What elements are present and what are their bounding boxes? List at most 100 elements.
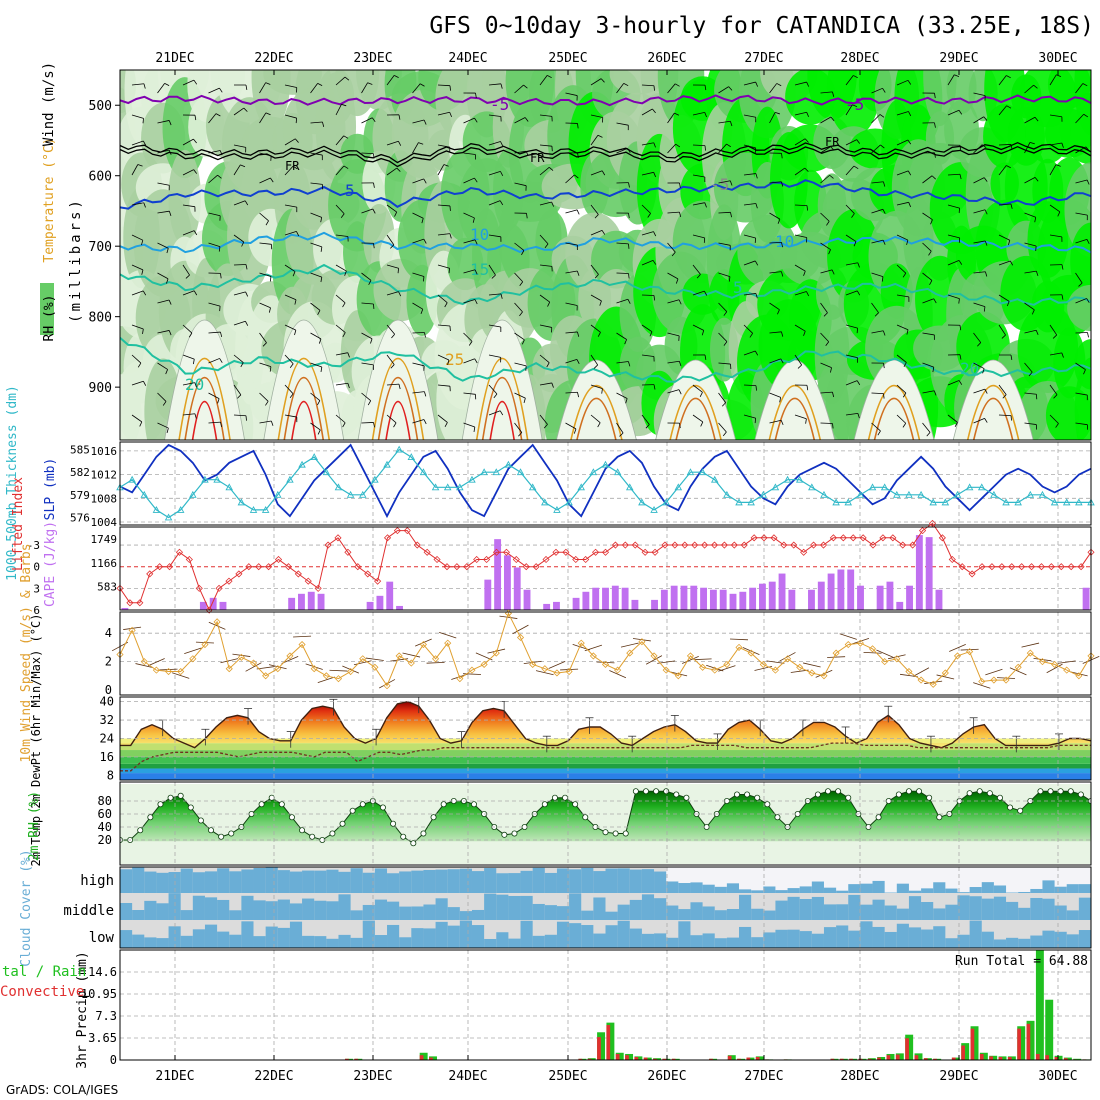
wind-barb-flag — [524, 117, 529, 122]
wind-barb — [233, 384, 242, 396]
cloud-cell — [411, 906, 424, 920]
cloud-cell — [1006, 901, 1019, 920]
wind-barb — [256, 666, 275, 670]
cloud-cell — [593, 933, 606, 948]
cloud-cell — [350, 868, 364, 893]
warm-contour — [283, 376, 325, 440]
warm-contour — [475, 357, 529, 440]
wind-barb — [1070, 671, 1088, 677]
lifted-index-point — [344, 548, 352, 556]
left-tick-label: 6 — [33, 604, 40, 617]
cloud-cell — [217, 868, 230, 893]
cloud-cell — [204, 924, 218, 948]
wind-barb — [871, 208, 884, 214]
day-label-top: 24DEC — [448, 51, 487, 66]
wind-barb — [998, 165, 1007, 176]
wind-barb — [718, 180, 731, 184]
cloud-cell — [156, 903, 170, 920]
wind-barb — [386, 234, 395, 246]
rh-point — [673, 791, 680, 798]
wind-barb — [182, 264, 190, 276]
wind-barb-flag — [754, 260, 759, 266]
wind-barb — [284, 384, 294, 395]
precip-conv-bar — [755, 1056, 760, 1060]
wind-speed-point — [213, 618, 221, 626]
wind-barb — [259, 152, 272, 157]
axis-title: CAPE (J/kg) — [43, 521, 58, 607]
panel-frame — [119, 866, 1092, 949]
wind-barb — [887, 654, 906, 660]
wind-barb-flag — [294, 330, 297, 336]
cloud-cell — [629, 869, 643, 893]
wind-barb — [632, 638, 651, 642]
wind-speed-point — [1038, 658, 1047, 666]
lifted-index-point — [453, 563, 461, 571]
wind-barb — [590, 78, 602, 86]
cape-bar — [288, 597, 296, 610]
wind-barb-flag — [1010, 415, 1012, 421]
wind-barb — [488, 200, 501, 206]
wind-barb — [641, 259, 654, 266]
cloud-cell — [775, 890, 789, 893]
wind-barb-flag — [499, 200, 504, 206]
wind-barb — [426, 661, 445, 664]
cape-bar — [817, 581, 825, 610]
rh-fill — [120, 784, 1091, 864]
wind-speed-point — [1014, 663, 1022, 671]
lifted-index-point — [928, 519, 937, 527]
wind-barb — [463, 269, 476, 274]
wind-barb-flag — [443, 164, 449, 167]
thickness-point — [601, 460, 610, 468]
wind-barb-flag — [781, 331, 784, 337]
wind-barb — [718, 392, 727, 403]
wind-barb — [947, 414, 958, 423]
wind-barb-flag — [806, 205, 808, 211]
wind-barb — [437, 204, 450, 207]
cloud-cell — [726, 909, 740, 920]
cloud-cell — [144, 900, 157, 920]
wind-barb — [131, 380, 144, 386]
wind-barb-flag — [543, 424, 548, 429]
y-tick-label: 900 — [89, 381, 112, 396]
wind-barb — [386, 291, 399, 296]
cape-bar — [298, 593, 305, 610]
wind-barb — [514, 332, 525, 341]
cloud-cell — [192, 929, 206, 948]
wind-barb — [437, 233, 450, 236]
wind-barb — [565, 242, 578, 246]
wind-barb — [208, 392, 220, 399]
thickness-point — [723, 490, 731, 498]
wind-barb — [641, 171, 654, 176]
cloud-cell — [229, 871, 242, 893]
wind-barb-flag — [696, 274, 701, 279]
cloud-cell — [253, 936, 267, 948]
thickness-point — [152, 505, 161, 513]
wind-barb-flag — [142, 328, 144, 334]
wind-barb — [514, 242, 525, 251]
wind-barb-flag — [1028, 371, 1033, 377]
precip-total-bar — [737, 1058, 746, 1060]
wind-barb-flag — [141, 269, 144, 275]
wind-barb — [766, 660, 785, 664]
wind-barb — [820, 91, 833, 94]
lifted-index-point — [136, 599, 144, 607]
rh-shade — [168, 149, 201, 246]
lifted-index-point — [819, 541, 828, 549]
wind-barb-flag — [220, 331, 223, 338]
wind-barb — [845, 139, 857, 146]
thickness-point — [237, 498, 246, 506]
precip-conv-bar — [905, 1038, 909, 1060]
lifted-index-point — [621, 541, 629, 549]
wind-barb — [794, 264, 806, 272]
wind-barb — [998, 384, 1007, 395]
wind-barb — [922, 298, 934, 304]
wind-barb — [845, 290, 858, 296]
wind-barb — [667, 112, 675, 124]
wind-barb — [386, 140, 399, 146]
thickness-point — [431, 483, 440, 491]
wind-barb-flag — [166, 248, 169, 254]
wind-barb — [743, 173, 756, 176]
y-tick-label: 600 — [89, 170, 112, 185]
cloud-cell — [314, 900, 327, 920]
right-tick-label: 1008 — [91, 492, 118, 505]
